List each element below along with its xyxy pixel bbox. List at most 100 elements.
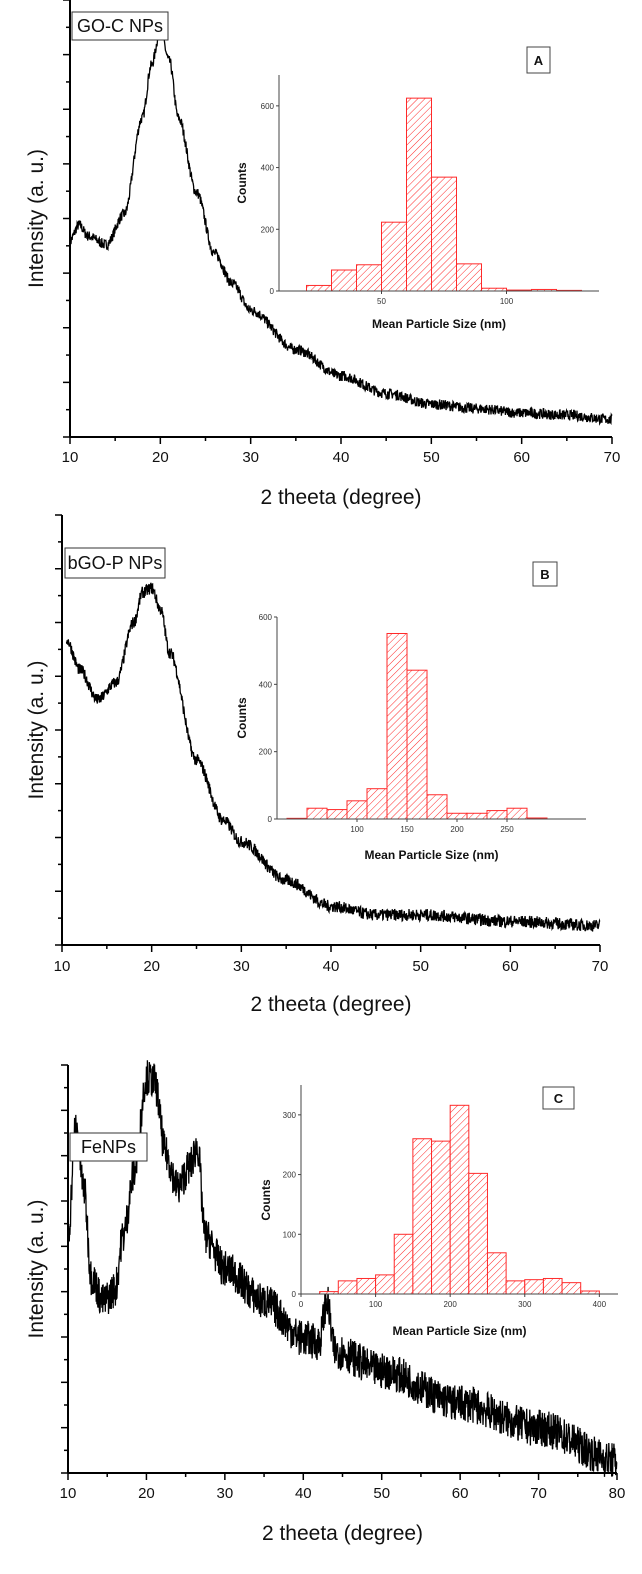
histogram-bar xyxy=(356,264,382,292)
histogram-bar xyxy=(356,1277,377,1295)
inset-x-tick-label: 200 xyxy=(450,825,464,834)
x-axis-label: 2 theeta (degree) xyxy=(260,486,421,509)
x-tick-label: 20 xyxy=(152,449,169,466)
histogram-bar xyxy=(446,812,468,820)
histogram-bar xyxy=(306,807,328,820)
inset-x-tick-label: 150 xyxy=(400,825,414,834)
histogram-bar xyxy=(393,1233,414,1295)
x-tick-label: 20 xyxy=(143,958,160,975)
inset-y-tick-label: 600 xyxy=(261,102,275,111)
histogram-bar xyxy=(406,669,428,820)
histogram-bar xyxy=(468,1172,488,1295)
inset-y-tick-label: 400 xyxy=(259,680,273,689)
histogram-bar xyxy=(486,1252,507,1295)
x-tick-label: 10 xyxy=(62,449,79,466)
histogram-bar xyxy=(431,176,457,292)
x-tick-label: 70 xyxy=(530,1485,547,1502)
inset-letter-box xyxy=(526,46,551,74)
histogram-bar xyxy=(375,1274,395,1295)
x-tick-label: 50 xyxy=(412,958,429,975)
panel-c: 10 20 30 40 50 60 70 80 2 theeta (degree) Intensi… xyxy=(25,1060,625,1545)
inset-x-tick-label: 100 xyxy=(369,1300,383,1309)
histogram-bar xyxy=(486,810,508,820)
panel-a: 10 20 30 40 50 60 70 2 theeta (degree) Intensity… xyxy=(25,0,620,509)
x-tick-label: 40 xyxy=(295,1485,312,1502)
x-tick-label: 10 xyxy=(54,958,71,975)
histogram-bar xyxy=(337,1280,358,1295)
xrd-curve xyxy=(69,27,613,426)
inset-y-axis-label: Counts xyxy=(235,162,249,204)
histogram-bar xyxy=(524,1279,544,1295)
inset-x-tick-label: 0 xyxy=(299,1300,304,1309)
inset-histogram: 0 200 400 600 100 150 200 250 Mean Particle Size… xyxy=(235,561,586,862)
x-tick-label: 30 xyxy=(233,958,250,975)
histogram-bar xyxy=(542,1277,563,1295)
inset-x-tick-label: 100 xyxy=(500,297,514,306)
inset-y-tick-label: 0 xyxy=(270,287,275,296)
inset-y-tick-label: 400 xyxy=(261,164,275,173)
inset-letter: A xyxy=(534,53,544,68)
xrd-curve xyxy=(67,1060,618,1477)
histogram-bar xyxy=(412,1138,433,1295)
inset-y-tick-label: 0 xyxy=(268,815,273,824)
histogram-bar xyxy=(431,1140,451,1295)
panel-label-box xyxy=(64,547,166,579)
panel-label: bGO-P NPs xyxy=(68,553,163,573)
inset-y-tick-label: 600 xyxy=(259,613,273,622)
inset-x-tick-label: 400 xyxy=(593,1300,607,1309)
panel-label: GO-C NPs xyxy=(77,16,163,36)
x-tick-label: 80 xyxy=(609,1485,626,1502)
inset-y-tick-label: 200 xyxy=(283,1171,297,1180)
x-tick-label: 70 xyxy=(592,958,609,975)
inset-letter: C xyxy=(554,1091,564,1106)
inset-letter: B xyxy=(540,567,549,582)
panel-label-box xyxy=(71,11,169,41)
x-tick-label: 20 xyxy=(138,1485,155,1502)
histogram-bar xyxy=(406,97,432,292)
x-axis-label: 2 theeta (degree) xyxy=(250,993,411,1016)
histogram-bar xyxy=(326,809,348,820)
y-axis-label: Intensity (a. u.) xyxy=(25,149,48,288)
panel-b: 10 20 30 40 50 60 70 2 theeta (degree) Intensity… xyxy=(25,514,609,1016)
inset-histogram: 0 100 200 300 0 100 200 300 400 Mean Particle Siz… xyxy=(259,1085,618,1338)
histogram-bar xyxy=(561,1282,582,1295)
x-tick-label: 10 xyxy=(60,1485,77,1502)
x-axis-label: 2 theeta (degree) xyxy=(262,1522,423,1545)
histogram-bar xyxy=(366,788,388,820)
histogram-bar xyxy=(466,812,488,820)
x-tick-label: 40 xyxy=(333,449,350,466)
panel-label: FeNPs xyxy=(81,1137,136,1157)
inset-histogram: 0 200 400 600 50 100 Mean Particle Size (nm) Co… xyxy=(235,46,599,331)
x-tick-label: 40 xyxy=(323,958,340,975)
inset-y-tick-label: 100 xyxy=(283,1230,297,1239)
x-tick-label: 70 xyxy=(604,449,621,466)
histogram-bar xyxy=(505,1280,526,1295)
inset-y-tick-label: 300 xyxy=(283,1111,297,1120)
histogram-bar xyxy=(456,263,482,292)
histogram-bar xyxy=(386,632,408,820)
x-tick-label: 30 xyxy=(217,1485,234,1502)
inset-x-tick-label: 50 xyxy=(377,297,386,306)
inset-letter-box xyxy=(542,1086,575,1110)
inset-y-axis-label: Counts xyxy=(259,1179,273,1221)
inset-x-axis-label: Mean Particle Size (nm) xyxy=(392,1324,526,1338)
x-tick-label: 30 xyxy=(242,449,259,466)
histogram-bar xyxy=(331,269,357,292)
inset-x-tick-label: 200 xyxy=(443,1300,457,1309)
inset-y-axis-label: Counts xyxy=(235,697,249,739)
xrd-curve xyxy=(65,582,601,932)
inset-letter-box xyxy=(532,561,558,587)
y-axis-label: Intensity (a. u.) xyxy=(25,661,48,800)
inset-y-tick-label: 200 xyxy=(261,225,275,234)
x-tick-label: 60 xyxy=(513,449,530,466)
histogram-bar xyxy=(449,1104,470,1295)
histogram-bar xyxy=(346,800,368,820)
x-tick-label: 60 xyxy=(452,1485,469,1502)
inset-x-tick-label: 300 xyxy=(518,1300,532,1309)
panel-label-box xyxy=(69,1132,148,1162)
histogram-bar xyxy=(381,221,407,292)
y-axis-label: Intensity (a. u.) xyxy=(25,1200,48,1339)
inset-x-tick-label: 100 xyxy=(350,825,364,834)
inset-x-axis-label: Mean Particle Size (nm) xyxy=(372,317,506,331)
inset-y-tick-label: 200 xyxy=(259,748,273,757)
